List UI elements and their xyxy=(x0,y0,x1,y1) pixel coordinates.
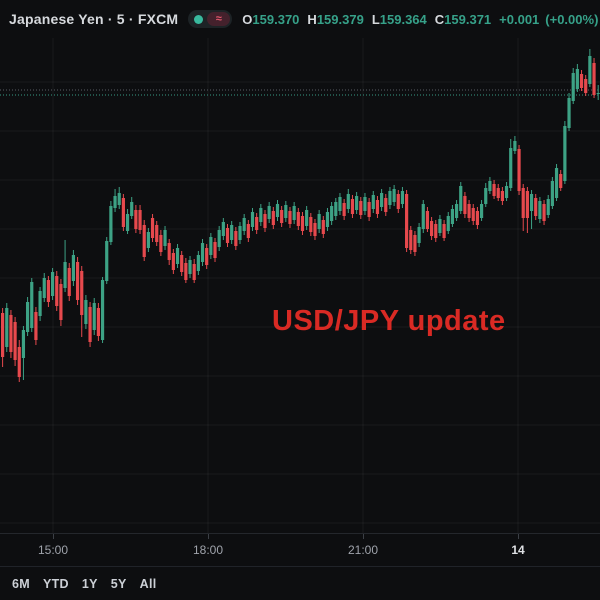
range-button-5y[interactable]: 5Y xyxy=(111,573,127,595)
delayed-data-icon: ≈ xyxy=(207,12,231,26)
low-label: L xyxy=(371,11,380,27)
symbol-title[interactable]: Japanese Yen · 5 · FXCM xyxy=(9,11,179,27)
candlestick-chart[interactable] xyxy=(0,38,600,533)
time-axis-tick xyxy=(208,534,209,539)
range-button-6m[interactable]: 6M xyxy=(12,573,30,595)
change-percent-value: (+0.00%) xyxy=(545,11,599,27)
chart-legend-bar: Japanese Yen · 5 · FXCM ≈ O159.370 H159.… xyxy=(0,0,600,38)
open-label: O xyxy=(242,11,253,27)
chart-pane[interactable] xyxy=(0,38,600,533)
chart-annotation-text: USD/JPY update xyxy=(272,305,506,337)
range-button-ytd[interactable]: YTD xyxy=(43,573,69,595)
range-button-all[interactable]: All xyxy=(140,573,157,595)
high-value: 159.379 xyxy=(316,11,364,27)
time-axis-tick xyxy=(363,534,364,539)
range-button-1y[interactable]: 1Y xyxy=(82,573,98,595)
low-value: 159.364 xyxy=(379,11,427,27)
market-open-dot-icon xyxy=(194,14,204,24)
time-axis-label: 18:00 xyxy=(192,543,224,557)
high-label: H xyxy=(307,11,317,27)
close-label: C xyxy=(434,11,445,27)
time-axis-tick xyxy=(518,534,519,539)
date-range-toolbar: 6M YTD 1Y 5Y All xyxy=(0,566,600,600)
time-axis-label: 21:00 xyxy=(347,543,379,557)
time-axis-tick xyxy=(53,534,54,539)
time-axis[interactable]: 15:00 18:00 21:00 14 xyxy=(0,533,600,567)
open-value: 159.370 xyxy=(252,11,300,27)
time-axis-label: 14 xyxy=(511,543,525,557)
time-axis-label: 15:00 xyxy=(37,543,69,557)
ohlc-legend: O159.370 H159.379 L159.364 C159.371 +0.0… xyxy=(242,12,600,27)
change-value: +0.001 xyxy=(499,11,540,27)
close-value: 159.371 xyxy=(444,11,492,27)
market-status-badge[interactable]: ≈ xyxy=(188,10,233,28)
